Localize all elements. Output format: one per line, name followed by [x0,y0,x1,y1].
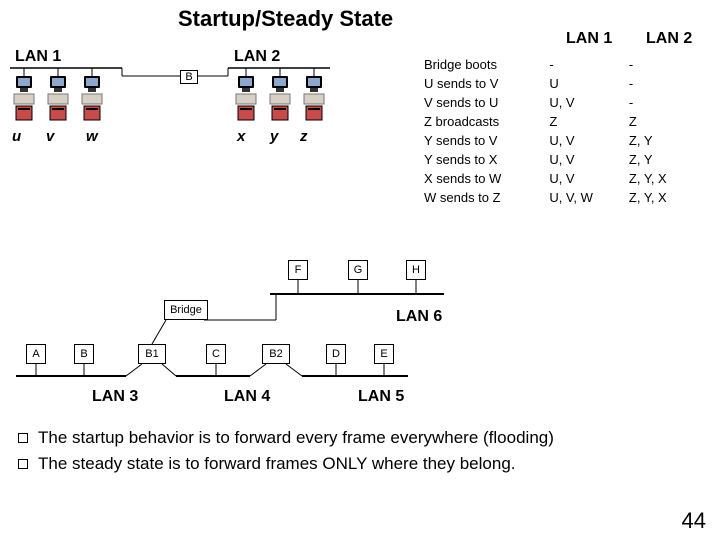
node-bridge: Bridge [164,300,208,320]
node-c: C [206,344,226,364]
bullet-row: The startup behavior is to forward every… [18,428,698,448]
bullet-text: The steady state is to forward frames ON… [38,454,516,474]
node-b: B [74,344,94,364]
node-f: F [288,260,308,280]
node-g: G [348,260,368,280]
bullet-row: The steady state is to forward frames ON… [18,454,698,474]
bullets: The startup behavior is to forward every… [18,428,698,480]
node-h: H [406,260,426,280]
page-number: 44 [682,508,706,534]
node-e: E [374,344,394,364]
node-d: D [326,344,346,364]
bullet-box-icon [18,433,28,443]
node-a: A [26,344,46,364]
node-b1: B1 [138,344,166,364]
bullet-box-icon [18,459,28,469]
bullet-text: The startup behavior is to forward every… [38,428,554,448]
node-b2: B2 [262,344,290,364]
